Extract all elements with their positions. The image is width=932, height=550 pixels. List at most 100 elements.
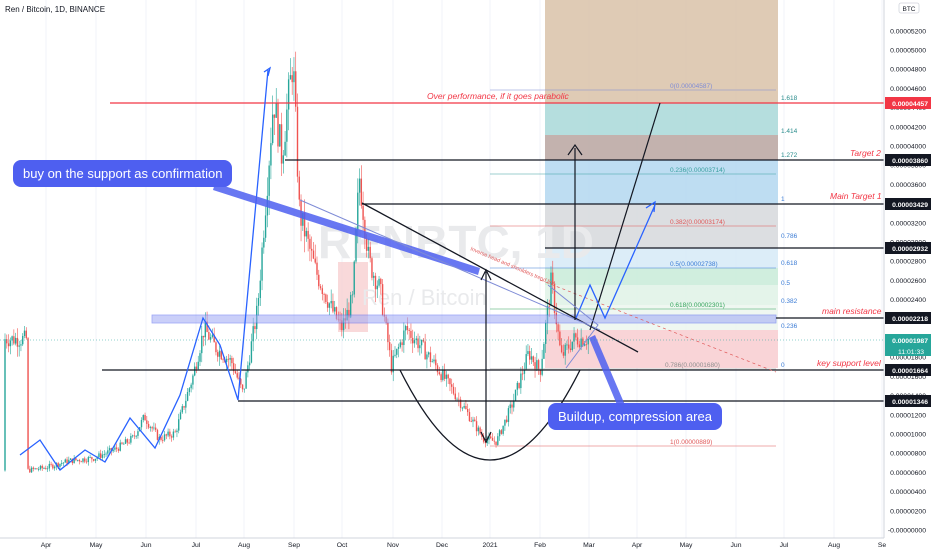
fib-ext-label-2: 1.272 (781, 152, 798, 159)
candle-body-27 (52, 464, 54, 469)
candle-body-138 (248, 362, 251, 366)
candle-body-222 (397, 346, 400, 349)
candle-body-323 (576, 337, 579, 345)
candle-body-58 (107, 450, 109, 454)
buildup-callout: Buildup, compression area (548, 403, 722, 430)
candle-body-26 (50, 463, 52, 465)
candle-body-144 (259, 280, 261, 298)
candle-body-253 (452, 386, 455, 394)
candle-body-174 (312, 250, 315, 259)
candle-body-112 (202, 335, 205, 338)
candle-body-98 (178, 419, 180, 431)
candle-body-234 (419, 345, 421, 349)
candle-body-104 (188, 388, 191, 393)
candle-body-230 (412, 337, 414, 344)
candle-body-271 (484, 441, 487, 444)
candle-body-322 (575, 333, 577, 338)
candle-body-140 (252, 326, 254, 342)
measure-arrow-right-head (567, 143, 583, 156)
fib-zone-2 (545, 135, 778, 160)
y-tick-label-25: 0.00000800 (890, 451, 926, 458)
x-tick-label-7: Nov (387, 542, 400, 549)
candle-body-327 (583, 344, 586, 346)
candle-body-37 (69, 458, 72, 460)
candle-body-194 (348, 309, 350, 318)
fib-ret-label-3: 0.5(0.00002738) (670, 261, 718, 268)
candle-body-122 (220, 350, 222, 360)
candle-body-139 (250, 341, 253, 363)
measure-arrow-left-head-up (480, 268, 492, 281)
candle-body-207 (371, 258, 373, 278)
candle-body-160 (287, 79, 290, 110)
candle-body-93 (169, 431, 171, 437)
candle-body-164 (295, 71, 297, 107)
candle-body-80 (146, 420, 148, 424)
level-badge-5 (885, 334, 931, 346)
y-axis-background (884, 0, 932, 550)
level-badge-label-1: 0.00003860 (892, 158, 928, 165)
fib-ext-label-7: 0.382 (781, 298, 798, 305)
candle-body-83 (151, 427, 153, 429)
candle-body-272 (486, 439, 488, 444)
candle-body-3 (9, 340, 12, 347)
candle-body-328 (585, 344, 588, 346)
candle-body-158 (284, 141, 286, 156)
candle-body-54 (100, 453, 102, 458)
candle-body-68 (124, 439, 127, 444)
candle-body-210 (376, 285, 378, 290)
candle-body-233 (417, 338, 419, 349)
candle-body-40 (75, 458, 77, 461)
candle-body-229 (410, 330, 412, 338)
candle-body-150 (270, 143, 272, 166)
candle-body-284 (507, 408, 510, 422)
x-tick-label-13: May (680, 542, 693, 549)
candle-body-49 (91, 457, 93, 460)
candle-body-200 (358, 178, 361, 193)
buy-support-callout: buy on the support as confirmation (13, 160, 233, 187)
level-badge-0 (885, 97, 931, 109)
candle-body-84 (153, 427, 155, 429)
fib-zone-5 (545, 248, 778, 268)
candle-body-232 (415, 338, 417, 341)
candle-body-182 (326, 301, 329, 308)
candle-body-90 (163, 434, 166, 441)
level-badge-label-2: 0.00003429 (892, 202, 928, 209)
candle-body-259 (463, 406, 465, 408)
candle-body-0 (4, 339, 6, 471)
candle-body-61 (112, 449, 114, 452)
candle-body-141 (254, 326, 256, 330)
fib-ret-label-1: 0.236(0.00003714) (670, 167, 725, 174)
candle-body-242 (433, 359, 435, 362)
candle-body-151 (271, 114, 274, 144)
candle-body-57 (105, 453, 107, 455)
candle-body-235 (420, 339, 423, 346)
candle-body-28 (53, 466, 56, 469)
key-support-label: key support level (817, 358, 882, 368)
candle-body-172 (309, 238, 311, 249)
candle-body-184 (330, 300, 332, 304)
candle-body-71 (130, 436, 132, 443)
candle-body-201 (360, 178, 363, 206)
descending-trendline-black (361, 202, 639, 353)
candle-body-1 (6, 339, 8, 344)
y-tick-label-27: 0.00000400 (890, 489, 926, 496)
y-tick-label-28: 0.00000200 (890, 508, 926, 515)
candle-body-65 (119, 442, 121, 451)
candle-body-24 (46, 468, 49, 470)
candle-body-209 (374, 275, 377, 290)
candle-body-18 (36, 468, 38, 470)
candle-body-280 (500, 430, 503, 434)
candle-body-89 (162, 439, 164, 441)
fib-ext-label-5: 0.618 (781, 260, 798, 267)
candle-body-13 (27, 338, 29, 469)
candle-body-180 (323, 293, 325, 295)
candle-body-206 (369, 246, 371, 259)
candle-body-34 (64, 459, 66, 463)
candle-body-66 (121, 442, 123, 444)
candle-body-196 (351, 294, 354, 296)
candle-body-153 (275, 102, 277, 118)
currency-badge[interactable] (898, 2, 920, 14)
level-badge-label-3: 0.00002932 (892, 246, 928, 253)
x-tick-label-17: Se (878, 542, 887, 549)
